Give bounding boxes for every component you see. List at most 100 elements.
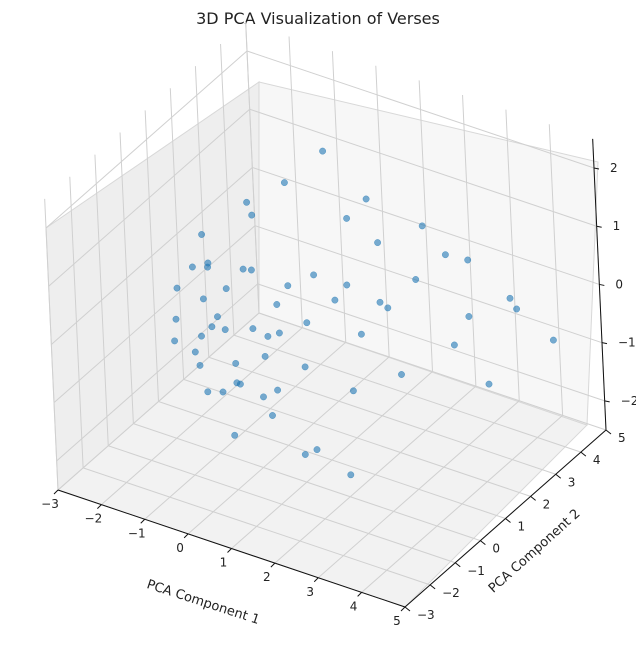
x-tick-mark — [97, 504, 102, 509]
z-grid-line-back — [249, 108, 597, 227]
data-point — [199, 295, 207, 303]
z-grid-line-left — [48, 108, 250, 287]
data-point — [550, 336, 557, 344]
data-point — [208, 323, 216, 331]
data-point — [171, 337, 179, 345]
data-point — [222, 285, 230, 292]
data-point — [247, 266, 255, 274]
data-point — [231, 431, 239, 439]
y-tick-mark — [530, 495, 536, 501]
y-axis-line — [404, 429, 607, 608]
y-tick-label: 3 — [568, 475, 576, 489]
x-tick-label: −1 — [128, 526, 146, 540]
y-tick-mark — [555, 473, 562, 479]
y-tick-mark — [580, 451, 587, 457]
data-point — [343, 281, 351, 289]
z-tick-mark — [596, 225, 602, 228]
x-axis-label: PCA Component 1 — [145, 577, 262, 628]
grid-lines — [44, 21, 607, 608]
data-point — [374, 239, 381, 247]
y-tick-label: 4 — [593, 453, 601, 467]
x-tick-label: 0 — [176, 541, 184, 555]
axis-lines — [57, 138, 607, 608]
y-grid-line-floor — [233, 334, 582, 453]
data-point — [236, 380, 244, 388]
z-tick-mark — [601, 342, 608, 345]
y-tick-label: −2 — [442, 586, 460, 600]
data-point — [280, 179, 288, 187]
data-point — [260, 393, 267, 401]
data-point — [243, 198, 251, 206]
data-point — [485, 380, 493, 388]
data-point — [219, 388, 227, 396]
data-point — [343, 214, 350, 222]
scatter-points — [171, 147, 557, 479]
y-tick-label: 1 — [518, 520, 526, 534]
data-point — [248, 211, 256, 219]
z-grid-line-back — [252, 166, 600, 285]
y-grid-line-floor — [183, 378, 531, 497]
data-point — [464, 256, 472, 264]
data-point — [450, 341, 458, 349]
data-point — [398, 371, 405, 378]
data-point — [376, 298, 384, 306]
x-tick-mark — [400, 606, 406, 612]
x-tick-mark — [357, 592, 362, 597]
z-tick-label: 2 — [610, 161, 618, 175]
x-tick-mark — [270, 562, 276, 568]
data-point — [264, 332, 272, 340]
z-tick-label: 1 — [613, 219, 621, 233]
y-tick-label: 2 — [543, 497, 551, 511]
data-point — [198, 332, 205, 340]
x-tick-label: 4 — [350, 599, 358, 613]
data-point — [412, 276, 420, 283]
data-point — [239, 265, 247, 273]
y-tick-mark — [429, 584, 436, 590]
z-grid-line-back — [254, 225, 603, 344]
z-tick-mark — [599, 283, 605, 286]
y-tick-mark — [454, 562, 461, 568]
data-point — [441, 251, 449, 259]
x-tick-mark — [313, 577, 319, 583]
data-point — [331, 296, 339, 304]
x-axis-line — [57, 489, 406, 608]
data-point — [310, 271, 317, 279]
x-tick-label: 1 — [220, 556, 228, 570]
z-grid-line-back — [246, 50, 595, 169]
data-point — [261, 352, 269, 360]
z-axis-line — [592, 138, 607, 431]
data-point — [191, 348, 199, 356]
data-point — [284, 282, 292, 290]
z-tick-label: −2 — [621, 394, 636, 408]
x-tick-mark — [140, 518, 146, 524]
data-point — [214, 313, 221, 321]
y-grid-line-floor — [82, 467, 431, 586]
y-tick-mark — [404, 606, 411, 612]
back-pane — [258, 81, 599, 426]
data-point — [172, 315, 180, 323]
z-grid-line-back — [257, 283, 605, 402]
y-tick-label: −3 — [417, 608, 435, 622]
chart-title: 3D PCA Visualization of Verses — [196, 9, 440, 28]
z-grid-line-left — [51, 167, 253, 345]
data-point — [384, 304, 392, 312]
data-point — [275, 329, 283, 337]
z-grid-line-left — [53, 225, 256, 404]
data-point — [188, 263, 196, 271]
z-tick-label: 0 — [615, 277, 623, 291]
data-point — [349, 387, 357, 395]
data-point — [301, 451, 309, 458]
data-point — [506, 294, 514, 302]
data-point — [269, 412, 276, 419]
y-tick-mark — [505, 518, 511, 523]
z-tick-mark — [604, 400, 610, 403]
data-point — [301, 363, 309, 371]
y-tick-mark — [480, 540, 486, 546]
data-point — [204, 388, 212, 396]
x-tick-label: 2 — [263, 570, 271, 584]
y-grid-line-floor — [158, 401, 506, 519]
data-point — [196, 361, 204, 369]
data-point — [221, 326, 229, 333]
